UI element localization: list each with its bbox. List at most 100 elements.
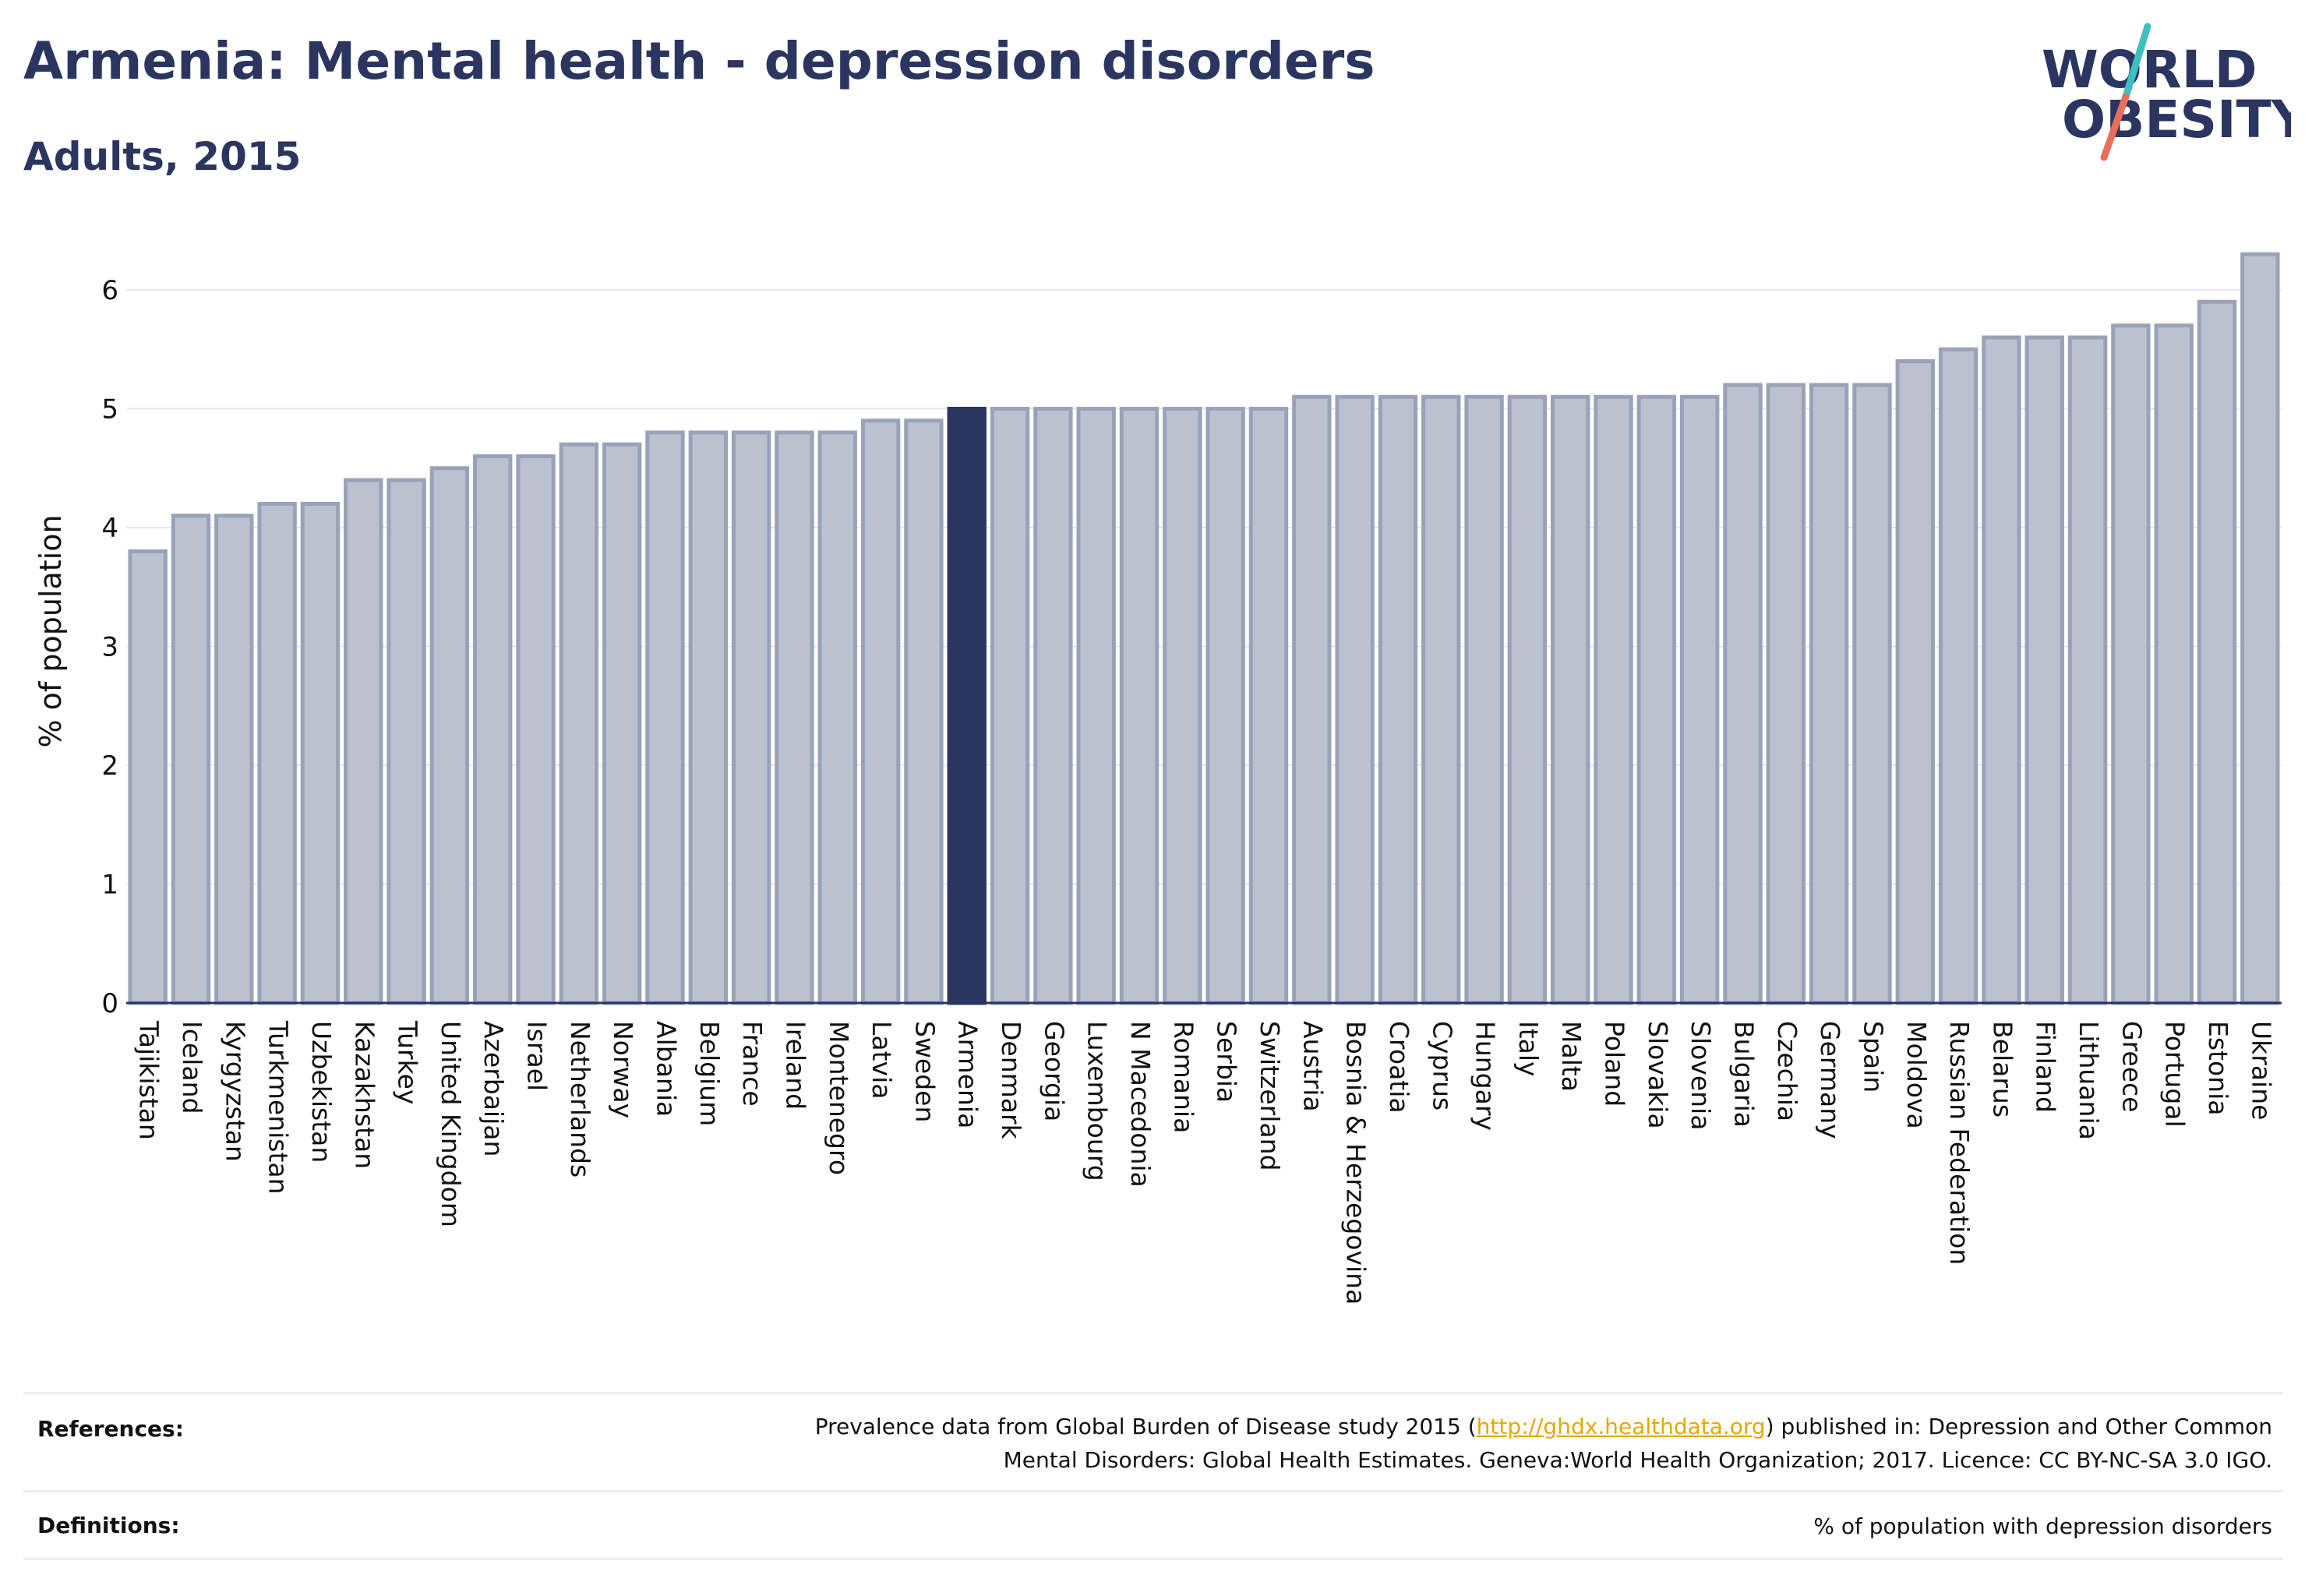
x-tick-label: Austria [1297,1021,1328,1112]
x-tick-label: Greece [2116,1021,2147,1112]
bar [473,454,513,1005]
y-axis-title: % of population [34,514,68,747]
bar [1163,407,1202,1005]
references-text: Prevalence data from Global Burden of Di… [815,1410,2272,1477]
references-line-2: Mental Disorders: Global Health Estimate… [1003,1447,2272,1473]
x-tick-label: Norway [608,1021,638,1118]
x-tick-label: Belgium [694,1021,725,1126]
x-tick-label: Portugal [2160,1021,2190,1128]
bar [645,430,685,1005]
x-tick-label: Spain [1858,1021,1888,1093]
y-tick-label: 2 [101,750,118,782]
bar-chart: 0 1 2 3 4 5 6 Tajikistan Iceland Kyrgyzstan Turkm… [34,252,2282,1305]
bars [128,252,2280,1005]
bar [817,430,857,1005]
x-tick-label: Latvia [867,1021,897,1099]
page-subtitle: Adults, 2015 [23,134,302,179]
x-tick-labels: Tajikistan Iceland Kyrgyzstan Turkmenistan U… [134,1020,2277,1305]
bar [2197,299,2237,1005]
bar [2067,335,2108,1005]
y-tick-label: 6 [101,275,118,306]
bar [516,454,556,1005]
references-text-after: ) published in: Depression and Other Com… [1765,1414,2272,1439]
bar [1938,347,1978,1005]
x-tick-label: Switzerland [1255,1021,1285,1171]
bar [1335,394,1375,1005]
bar [990,407,1030,1005]
x-tick-label: Slovenia [1686,1021,1716,1130]
x-tick-label: Montenegro [824,1021,854,1175]
y-tick-label: 5 [101,394,118,425]
references-line-1: Prevalence data from Global Burden of Di… [815,1410,2272,1443]
x-tick-label: United Kingdom [436,1021,466,1227]
x-tick-label: France [737,1021,768,1107]
bar [602,442,642,1005]
bar [387,478,426,1005]
x-tick-label: Kazakhstan [349,1021,379,1169]
bar [1852,383,1892,1005]
y-tick-label: 3 [101,632,118,663]
bar [1378,394,1418,1005]
world-obesity-logo: WORLD OBESITY [2042,23,2291,161]
x-tick-label: Estonia [2203,1021,2233,1115]
bar [904,418,944,1005]
bar [1292,394,1332,1005]
x-tick-label: Albania [651,1021,682,1117]
bar [1679,394,1720,1005]
x-tick-label: Uzbekistan [306,1021,337,1163]
logo-slash-coral [2100,93,2130,161]
definitions-text: % of population with depression disorder… [1813,1513,2272,1539]
bar [1594,394,1633,1005]
x-tick-label: Kyrgyzstan [220,1021,250,1162]
bar [1723,383,1763,1005]
x-tick-label: Lithuania [2074,1021,2104,1140]
references-text-before: Prevalence data from Global Burden of Di… [814,1414,1477,1439]
x-tick-label: Denmark [996,1021,1026,1140]
bar [1982,335,2021,1005]
x-tick-label: Moldova [1901,1021,1932,1129]
x-tick-label: Hungary [1470,1021,1501,1131]
bar [1766,383,1806,1005]
x-tick-label: Iceland [177,1021,207,1114]
x-tick-label: Turkmenistan [263,1020,294,1195]
x-tick-label: Israel [522,1021,552,1091]
bar [257,502,297,1005]
logo-text-world: WORLD [2042,40,2257,100]
bar [2024,335,2064,1005]
bar [128,549,168,1005]
logo-text-obesity: OBESITY [2062,90,2291,150]
bar [1033,407,1073,1005]
bar [171,514,211,1005]
x-tick-label: Cyprus [1427,1021,1457,1110]
x-tick-label: Bulgaria [1729,1021,1760,1128]
bar [429,466,470,1005]
x-tick-label: Turkey [393,1020,423,1104]
bar [688,430,729,1005]
x-tick-label: N Macedonia [1125,1021,1156,1188]
definitions-row: Definitions: % of population with depres… [23,1490,2283,1560]
bar [1507,394,1548,1005]
x-tick-label: Czechia [1772,1021,1802,1121]
bar [2154,323,2194,1005]
x-tick-label: Luxembourg [1082,1021,1113,1181]
x-tick-label: Finland [2031,1021,2061,1113]
definitions-label: Definitions: [37,1513,180,1538]
x-tick-label: Romania [1168,1021,1198,1133]
references-link[interactable]: http://ghdx.healthdata.org [1476,1414,1766,1439]
bar [344,478,383,1005]
bar [1205,407,1245,1005]
x-tick-label: Slovakia [1643,1021,1673,1129]
bar [1895,359,1935,1005]
bar [559,442,599,1005]
x-tick-label: Ukraine [2246,1021,2276,1120]
bar [731,430,771,1005]
x-tick-label: Ireland [780,1021,810,1110]
x-tick-label: Malta [1556,1021,1587,1092]
bar [300,502,341,1005]
logo-slash-teal [2122,23,2151,101]
bar [1636,394,1677,1005]
bar [775,430,814,1005]
x-tick-label: Germany [1815,1021,1845,1139]
y-tick-labels: 0 1 2 3 4 5 6 [101,275,118,1019]
bar [1248,407,1289,1005]
